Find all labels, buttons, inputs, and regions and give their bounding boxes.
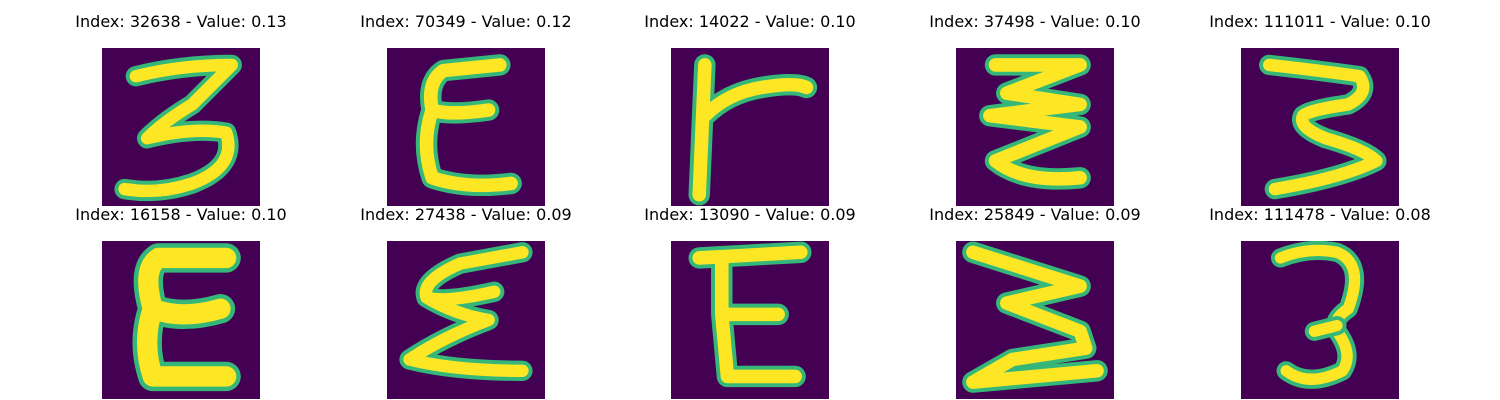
digit-image bbox=[387, 241, 545, 399]
grid-cell: Index: 13090 - Value: 0.09 bbox=[644, 205, 856, 399]
digit-glyph bbox=[688, 54, 818, 206]
grid-cell: Index: 14022 - Value: 0.10 bbox=[644, 12, 856, 206]
digit-glyph bbox=[688, 241, 812, 388]
grid-cell: Index: 16158 - Value: 0.10 bbox=[75, 205, 287, 399]
digit-image bbox=[1241, 48, 1399, 206]
digit-image bbox=[102, 48, 260, 206]
grid-cell: Index: 70349 - Value: 0.12 bbox=[360, 12, 572, 206]
cell-title: Index: 16158 - Value: 0.10 bbox=[75, 205, 287, 224]
digit-glyph bbox=[979, 54, 1091, 190]
cell-title: Index: 37498 - Value: 0.10 bbox=[929, 12, 1141, 31]
grid-cell: Index: 27438 - Value: 0.09 bbox=[360, 205, 572, 399]
digit-image bbox=[671, 48, 829, 206]
grid-cell: Index: 37498 - Value: 0.10 bbox=[929, 12, 1141, 206]
cell-title: Index: 32638 - Value: 0.13 bbox=[75, 12, 287, 31]
digit-image bbox=[671, 241, 829, 399]
digit-image bbox=[956, 48, 1114, 206]
digit-glyph bbox=[1270, 241, 1365, 389]
grid-cell: Index: 111478 - Value: 0.08 bbox=[1209, 205, 1431, 399]
cell-title: Index: 13090 - Value: 0.09 bbox=[644, 205, 856, 224]
grid-cell: Index: 25849 - Value: 0.09 bbox=[929, 205, 1141, 399]
digit-glyph bbox=[962, 241, 1108, 393]
digit-image bbox=[387, 48, 545, 206]
cell-title: Index: 111011 - Value: 0.10 bbox=[1209, 12, 1431, 31]
cell-title: Index: 25849 - Value: 0.09 bbox=[929, 205, 1141, 224]
cell-title: Index: 14022 - Value: 0.10 bbox=[644, 12, 856, 31]
digit-image bbox=[1241, 241, 1399, 399]
cell-title: Index: 27438 - Value: 0.09 bbox=[360, 205, 572, 224]
digit-image bbox=[102, 241, 260, 399]
digit-image bbox=[956, 241, 1114, 399]
cell-title: Index: 111478 - Value: 0.08 bbox=[1209, 205, 1431, 224]
digit-glyph bbox=[1259, 54, 1387, 200]
digit-glyph bbox=[132, 243, 241, 392]
cell-title: Index: 70349 - Value: 0.12 bbox=[360, 12, 572, 31]
grid-cell: Index: 32638 - Value: 0.13 bbox=[75, 12, 287, 206]
digit-glyph bbox=[399, 242, 533, 381]
digit-glyph bbox=[114, 54, 242, 202]
grid-cell: Index: 111011 - Value: 0.10 bbox=[1209, 12, 1431, 206]
digit-glyph bbox=[415, 54, 522, 197]
